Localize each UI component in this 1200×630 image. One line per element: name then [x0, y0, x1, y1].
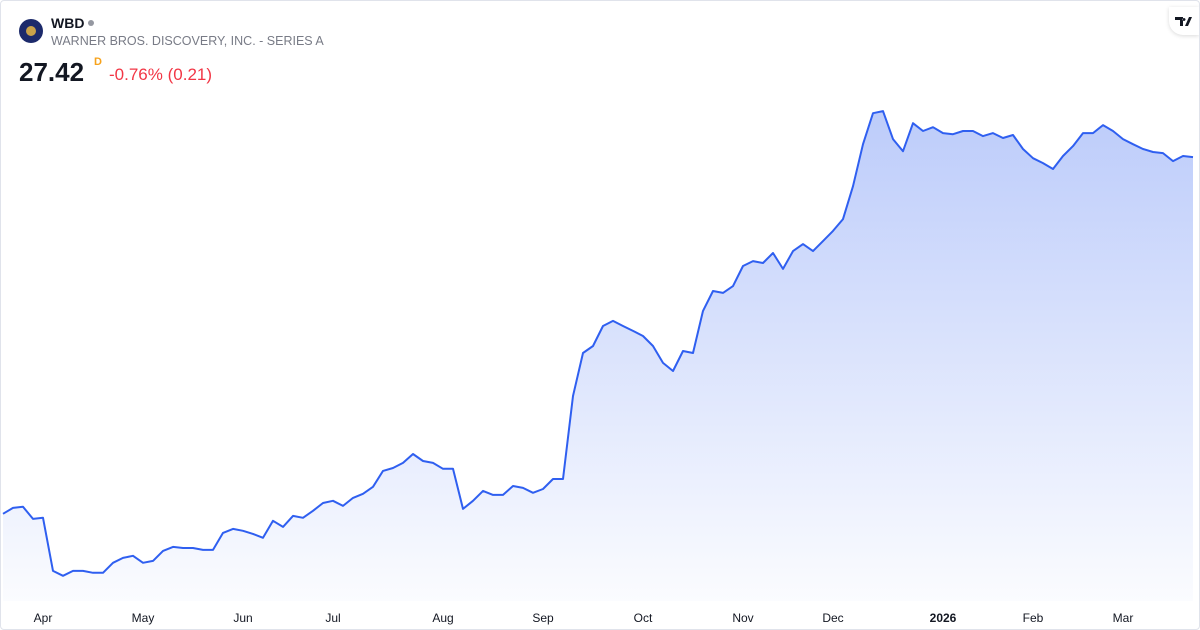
x-tick-label: Dec	[822, 611, 843, 625]
x-tick-label: May	[132, 611, 155, 625]
tradingview-logo[interactable]	[1169, 7, 1199, 35]
description: WARNER BROS. DISCOVERY, INC. - SERIES A	[51, 34, 324, 48]
logo	[19, 19, 43, 43]
area-fill	[3, 111, 1193, 601]
x-tick-label: Jul	[325, 611, 340, 625]
x-tick-label: Aug	[432, 611, 453, 625]
change-value: (0.21)	[167, 65, 213, 84]
price-line	[2, 110, 1194, 577]
x-tick-label: 2026	[930, 611, 957, 625]
x-tick-label: Jun	[233, 611, 252, 625]
symbol[interactable]: WBD	[51, 15, 85, 31]
change: -0.76% (0.21)	[109, 65, 212, 85]
change-percent: -0.76%	[109, 65, 163, 84]
x-tick-label: Nov	[732, 611, 753, 625]
x-tick-label: Mar	[1113, 611, 1134, 625]
x-tick-label: Feb	[1023, 611, 1044, 625]
x-tick-label: Sep	[532, 611, 554, 625]
interval-flag: D	[94, 56, 102, 68]
x-tick-label: Apr	[34, 611, 53, 625]
price: 27.42	[19, 57, 85, 87]
x-tick-label: Oct	[634, 611, 653, 625]
status-dot	[88, 20, 95, 26]
tv-icon	[1175, 17, 1192, 26]
